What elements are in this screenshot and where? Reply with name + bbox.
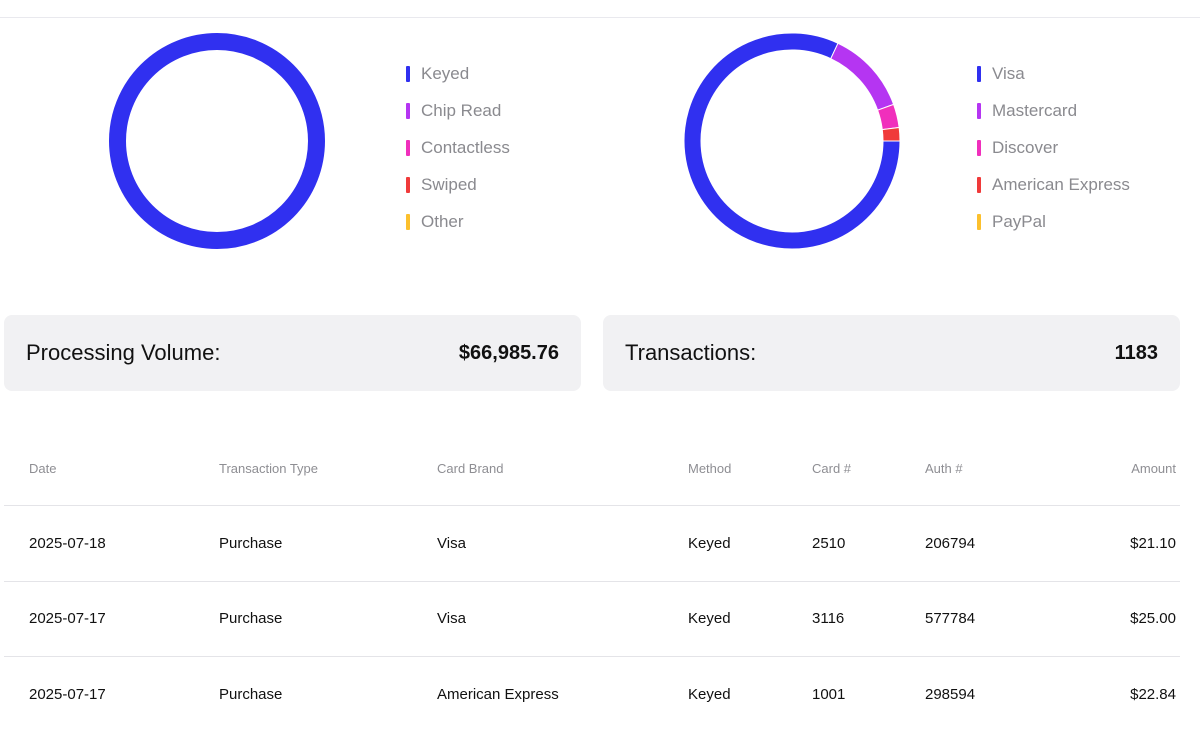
legend-swatch-keyed	[406, 65, 410, 82]
legend-item-visa[interactable]: Visa	[977, 55, 1130, 92]
donut-slice-mastercard[interactable]	[830, 42, 895, 111]
legend-swatch-chip-read	[406, 102, 410, 119]
table-row[interactable]: 2025-07-18 Purchase Visa Keyed 2510 2067…	[4, 506, 1180, 582]
processing-volume-value: $66,985.76	[458, 341, 559, 364]
cell-transaction-type: Purchase	[219, 534, 283, 552]
column-header-method[interactable]: Method	[688, 461, 732, 476]
legend-label: American Express	[992, 174, 1130, 194]
legend-swatch-paypal	[977, 213, 981, 230]
legend-label: Other	[421, 211, 464, 231]
column-header-date[interactable]: Date	[29, 461, 57, 476]
entry-method-donut-svg	[109, 33, 325, 249]
column-header-transaction-type[interactable]: Transaction Type	[219, 461, 318, 476]
entry-method-legend: Keyed Chip Read Contactless Swiped Other	[406, 55, 510, 240]
legend-label: Chip Read	[421, 100, 502, 120]
legend-swatch-contactless	[406, 139, 410, 156]
card-brand-donut-chart	[683, 32, 901, 250]
legend-label: Swiped	[421, 174, 477, 194]
legend-item-american-express[interactable]: American Express	[977, 166, 1130, 203]
cell-method: Keyed	[688, 534, 731, 552]
transactions-label: Transactions:	[625, 340, 757, 365]
table-row[interactable]: 2025-07-17 Purchase American Express Key…	[4, 657, 1180, 732]
cell-date: 2025-07-18	[29, 534, 106, 552]
table-row[interactable]: 2025-07-17 Purchase Visa Keyed 3116 5777…	[4, 582, 1180, 657]
legend-item-paypal[interactable]: PayPal	[977, 203, 1130, 240]
card-brand-legend: Visa Mastercard Discover American Expres…	[977, 55, 1130, 240]
cell-auth-number: 577784	[925, 610, 976, 628]
legend-label: Visa	[992, 63, 1025, 83]
cell-card-brand: Visa	[437, 610, 466, 628]
legend-item-contactless[interactable]: Contactless	[406, 129, 510, 166]
processing-volume-card: Processing Volume: $66,985.76	[4, 315, 581, 391]
transactions-card: Transactions: 1183	[603, 315, 1180, 391]
cell-method: Keyed	[688, 610, 731, 628]
cell-auth-number: 206794	[925, 534, 976, 552]
column-header-auth-number[interactable]: Auth #	[925, 461, 963, 476]
processing-volume-label: Processing Volume:	[26, 340, 221, 365]
legend-swatch-visa	[977, 65, 981, 82]
entry-method-donut-chart	[108, 32, 326, 250]
cell-card-brand: American Express	[437, 685, 559, 703]
cell-date: 2025-07-17	[29, 610, 106, 628]
cell-amount: $25.00	[1130, 610, 1176, 628]
cell-card-number: 3116	[812, 610, 845, 628]
transactions-value: 1183	[1114, 341, 1158, 364]
legend-item-discover[interactable]: Discover	[977, 129, 1130, 166]
legend-label: Discover	[992, 137, 1059, 157]
cell-method: Keyed	[688, 685, 731, 703]
cell-transaction-type: Purchase	[219, 685, 283, 703]
legend-item-mastercard[interactable]: Mastercard	[977, 92, 1130, 129]
legend-item-keyed[interactable]: Keyed	[406, 55, 510, 92]
cell-card-brand: Visa	[437, 534, 466, 552]
cell-amount: $21.10	[1130, 534, 1176, 552]
cell-auth-number: 298594	[925, 685, 976, 703]
donut-slice-visa[interactable]	[683, 32, 901, 250]
column-header-card-number[interactable]: Card #	[812, 461, 852, 476]
donut-slice-keyed[interactable]	[109, 33, 325, 249]
legend-swatch-discover	[977, 139, 981, 156]
card-brand-donut-svg	[683, 32, 901, 250]
top-divider	[0, 17, 1200, 18]
cell-card-number: 1001	[812, 685, 846, 703]
cell-date: 2025-07-17	[29, 685, 106, 703]
legend-label: Contactless	[421, 137, 510, 157]
column-header-card-brand[interactable]: Card Brand	[437, 461, 504, 476]
legend-swatch-mastercard	[977, 102, 981, 119]
transactions-table: Date Transaction Type Card Brand Method …	[4, 432, 1180, 732]
cell-amount: $22.84	[1130, 685, 1176, 703]
legend-label: PayPal	[992, 211, 1046, 231]
table-header-row: Date Transaction Type Card Brand Method …	[4, 432, 1180, 506]
legend-item-other[interactable]: Other	[406, 203, 510, 240]
column-header-amount[interactable]: Amount	[1131, 461, 1176, 476]
legend-item-swiped[interactable]: Swiped	[406, 166, 510, 203]
legend-swatch-other	[406, 213, 410, 230]
legend-item-chip-read[interactable]: Chip Read	[406, 92, 510, 129]
legend-swatch-american-express	[977, 176, 981, 193]
legend-swatch-swiped	[406, 176, 410, 193]
legend-label: Keyed	[421, 63, 470, 83]
cell-card-number: 2510	[812, 534, 846, 552]
legend-label: Mastercard	[992, 100, 1078, 120]
cell-transaction-type: Purchase	[219, 610, 283, 628]
donut-slice-american-express[interactable]	[881, 126, 901, 142]
